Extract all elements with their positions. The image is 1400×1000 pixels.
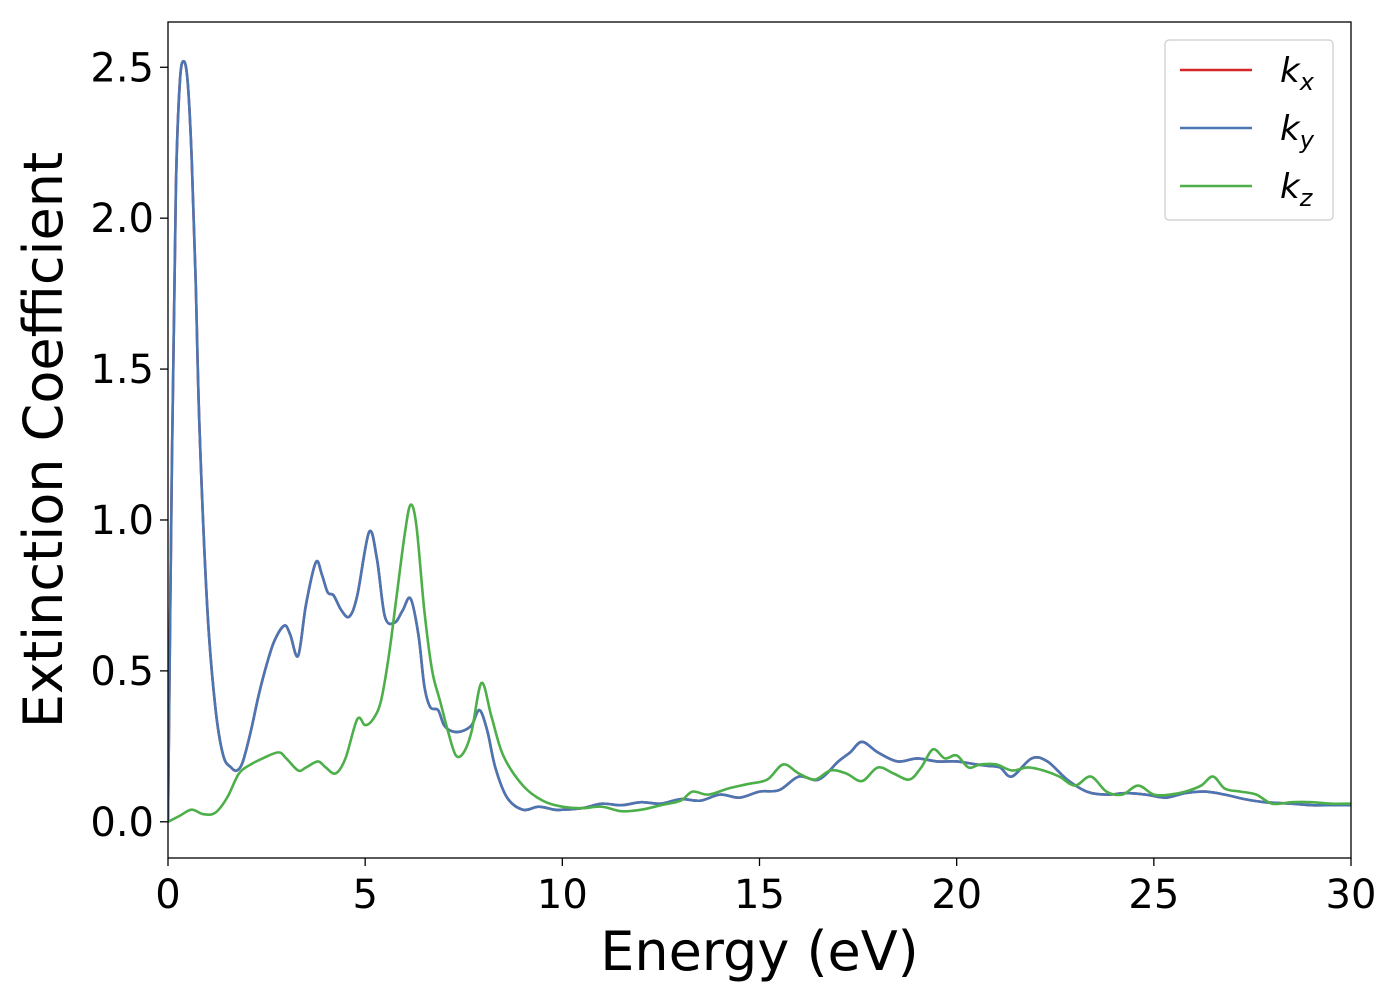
legend-frame (1164, 39, 1334, 221)
legend-label-subscript: y (1299, 126, 1315, 154)
legend-label-base: k (1280, 51, 1301, 91)
y-tick-label: 1.5 (90, 347, 154, 393)
y-tick-label: 0.5 (90, 649, 154, 695)
x-tick-label: 20 (931, 872, 982, 918)
legend-label-base: k (1280, 167, 1301, 207)
x-tick-label: 5 (352, 872, 377, 918)
legend-label-subscript: z (1299, 184, 1314, 212)
x-tick-label: 15 (734, 872, 785, 918)
x-axis: 0 5 10 15 20 25 30 (155, 858, 1376, 918)
y-tick-label: 1.0 (90, 498, 154, 544)
legend-label: kz (1280, 167, 1314, 212)
x-tick-label: 10 (537, 872, 588, 918)
legend-label: kx (1280, 51, 1315, 96)
series-line-k-y (168, 59, 1351, 824)
x-tick-label: 0 (155, 872, 180, 918)
y-tick-label: 2.5 (90, 45, 154, 91)
y-tick-label: 0.0 (90, 800, 154, 846)
series-layer (168, 59, 1351, 824)
legend-label-subscript: x (1299, 68, 1315, 96)
y-axis: 0.0 0.5 1.0 1.5 2.0 2.5 (90, 45, 168, 846)
x-tick-label: 30 (1326, 872, 1377, 918)
legend-label-base: k (1280, 109, 1301, 149)
x-axis-title: Energy (eV) (600, 920, 919, 983)
y-axis-title: Extinction Coefficient (12, 152, 75, 728)
series-line-k-z (168, 503, 1351, 824)
legend-label: ky (1280, 109, 1315, 154)
y-tick-label: 2.0 (90, 196, 154, 242)
x-tick-label: 25 (1128, 872, 1179, 918)
